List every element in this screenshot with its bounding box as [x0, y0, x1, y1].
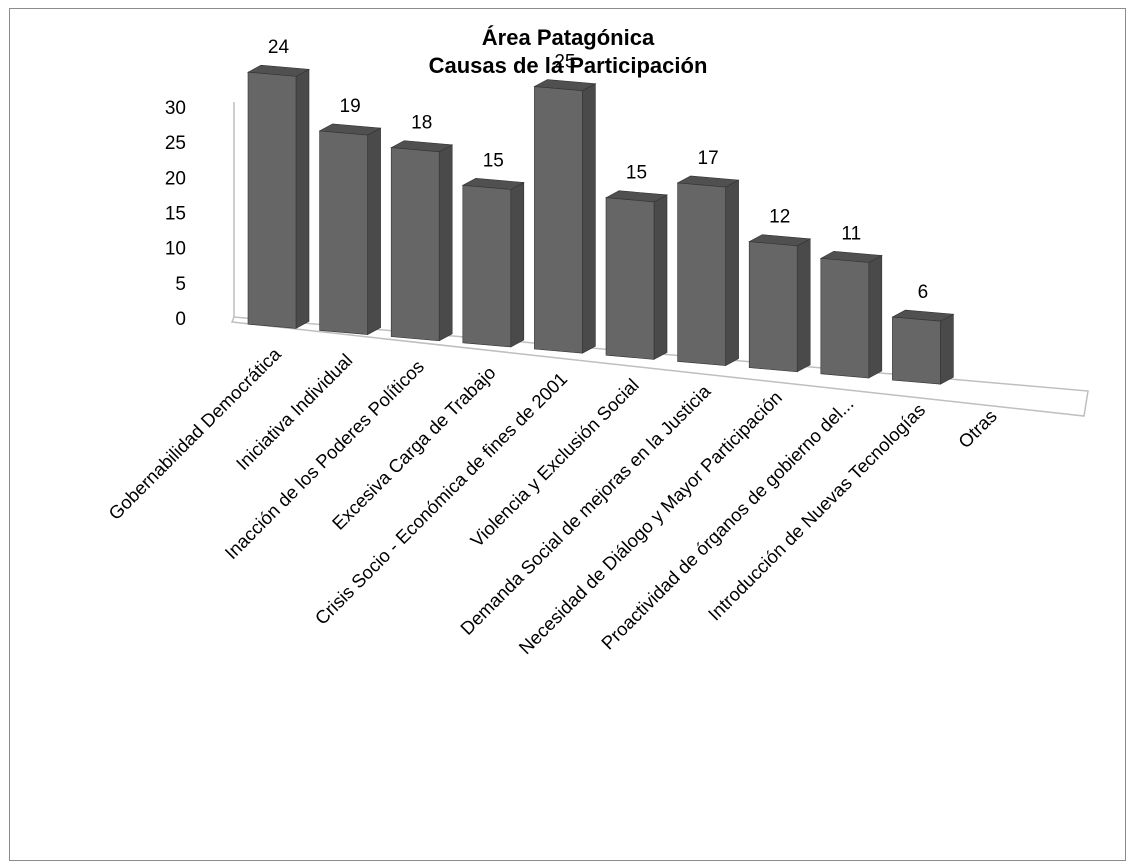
chart-title-line-1: Área Patagónica	[481, 25, 655, 50]
data-label: 15	[626, 163, 647, 184]
bar-side	[725, 179, 739, 367]
data-label: 15	[483, 150, 504, 171]
bar-side	[367, 127, 381, 336]
y-tick-label: 20	[165, 168, 186, 189]
bar	[462, 184, 512, 348]
bar	[534, 86, 583, 354]
data-label: 25	[554, 52, 575, 73]
bar	[319, 130, 368, 335]
y-tick-label: 5	[175, 274, 186, 295]
data-label: 12	[769, 207, 790, 228]
category-label: Necesidad de Diálogo y Mayor Participaci…	[514, 387, 786, 659]
floor-plane	[230, 316, 1089, 417]
bar	[748, 241, 798, 373]
bar-side	[868, 255, 883, 379]
bar	[247, 71, 297, 329]
y-tick-label: 10	[165, 239, 186, 260]
bar-side	[582, 83, 596, 354]
bar	[605, 197, 655, 360]
bar	[892, 316, 941, 385]
y-tick-label: 30	[165, 98, 186, 119]
data-label: 17	[698, 148, 719, 169]
y-tick-label: 15	[165, 204, 186, 225]
y-tick-label: 25	[165, 133, 186, 154]
chart-title-line-2: Causas de la Participación	[428, 53, 708, 78]
category-label: Otras	[954, 405, 1001, 452]
bar-side	[438, 144, 453, 342]
bar-side	[295, 68, 310, 329]
data-label: 6	[918, 282, 929, 303]
chart-title: Área Patagónica Causas de la Participaci…	[0, 24, 1136, 80]
data-label: 18	[411, 113, 432, 134]
bar-side	[510, 181, 525, 348]
data-label: 11	[841, 223, 861, 244]
bar-side	[796, 238, 811, 373]
data-label: 19	[340, 96, 361, 117]
bar	[677, 182, 726, 366]
category-label: Excesiva Carga de Trabajo	[328, 362, 500, 534]
bar-side	[940, 313, 954, 385]
bar	[820, 258, 870, 379]
data-label: 24	[268, 37, 290, 58]
bar	[390, 147, 440, 342]
bar-side	[653, 194, 668, 360]
y-tick-label: 0	[175, 309, 186, 330]
